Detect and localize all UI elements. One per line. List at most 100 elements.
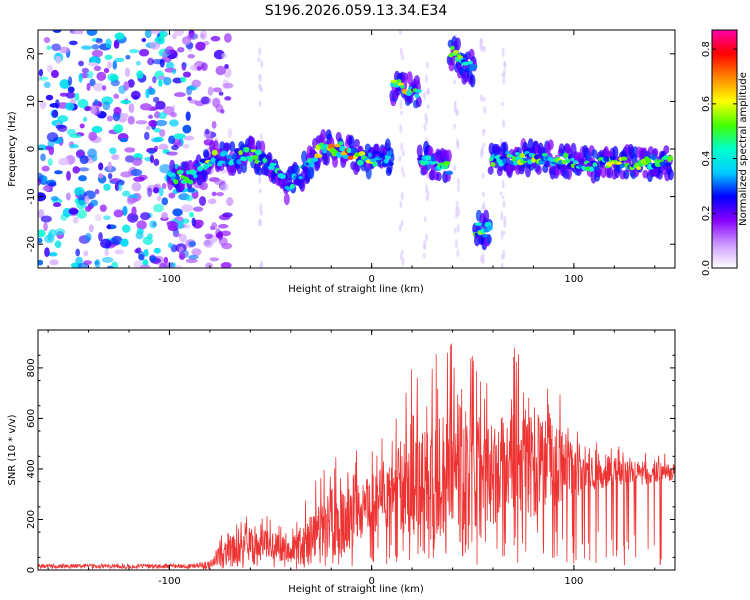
spectrogram-noise-blob [118,85,126,94]
spectrogram-noise-blob [114,32,125,40]
spectrogram-noise-blob [134,248,139,254]
spectrogram-streak [482,142,486,147]
spectrogram-streak [502,68,506,78]
spectrogram-signal-core [514,151,520,156]
spectrogram-noise-blob [209,225,216,231]
spectrogram-streak [423,216,427,222]
spectrogram-signal-core [541,152,548,157]
spectrogram-streak [426,87,430,95]
spectrogram-signal-core [197,165,204,172]
spectrogram-streak [258,83,262,90]
spectrogram-signal-core [519,152,525,158]
spectrogram-streak [425,233,429,242]
spectrogram-noise-blob [147,57,155,66]
spectrogram-streak [456,224,460,233]
spectrogram-noise-blob [207,198,217,205]
spectrogram-noise-blob [113,106,122,115]
spectrogram-noise-blob [223,67,232,78]
spectrogram-noise-blob [172,208,183,217]
spectrogram-noise-blob [72,166,80,174]
spectrogram-streak [499,191,503,196]
spectrogram-signal-halo [606,165,613,179]
spectrogram-streak [455,108,459,117]
spectrogram-noise-blob [68,208,79,215]
spectrogram-xlabel: Height of straight line (km) [288,284,424,295]
spectrogram-noise-blob [222,82,234,89]
spectrogram-noise-blob [38,69,44,77]
spectrogram-noise-blob [178,252,186,260]
spectrogram-noise-blob [104,248,109,257]
spectrogram-noise-blob [120,99,132,104]
spectrogram-signal-core [606,161,613,167]
spectrogram-noise-blob [104,54,113,60]
spectrogram-streak [424,112,428,122]
spectrogram-noise-blob [93,99,99,106]
spectrogram-streak [400,191,404,201]
spectrogram-noise-blob [145,88,150,99]
spectrogram-signal-halo [229,141,236,153]
spectrogram-noise-blob [50,196,59,201]
spectrogram-noise-blob [38,259,44,266]
spectrogram-streak [502,77,506,85]
spectrogram-signal-core [308,161,315,168]
spectrogram-signal-core [293,179,301,185]
spectrogram-noise-blob [51,109,59,118]
spectrogram-noise-blob [105,38,112,49]
spectrogram-signal-core [298,175,303,180]
spectrogram-noise-blob [67,86,75,93]
spectrogram-signal-core [231,154,237,160]
spectrogram-noise-blob [98,162,104,171]
spectrogram-noise-blob [205,262,213,268]
spectrogram-signal-core [247,156,254,163]
spectrogram-noise-blob [195,41,206,51]
spectrogram-streak [425,184,429,194]
spectrogram-noise-blob [122,205,128,216]
spectrogram-noise-blob [103,215,111,221]
spectrogram-noise-blob [165,61,175,70]
spectrogram-streak [425,61,429,69]
spectrogram-signal-core [358,151,366,157]
spectrogram-signal-core [469,63,478,70]
spectrogram-noise-blob [155,100,166,110]
spectrogram-noise-blob [155,119,168,127]
spectrogram-streak [257,56,261,63]
spectrogram-streak [500,211,504,222]
spectrogram-noise-blob [218,236,228,246]
spectrogram-noise-blob [121,224,131,233]
spectrogram-noise-blob [169,119,179,127]
spectrogram-streak [481,191,485,197]
spectrogram-noise-blob [85,232,92,242]
spectrogram-signal-halo [663,145,670,155]
spectrogram-signal-core [636,166,642,171]
spectrogram-noise-blob [209,257,220,262]
spectrogram-ytick-label: 20 [26,47,37,60]
spectrogram-noise-blob [91,44,100,50]
spectrogram-noise-blob [136,228,144,235]
spectrogram-signal-core [415,89,423,93]
spectrogram-noise-blob [83,250,89,257]
spectrogram-ytick-label: 0 [26,146,37,152]
spectrogram-signal-halo [332,156,339,168]
spectrogram-noise-blob [189,211,194,218]
spectrogram-signal-core [350,147,357,154]
spectrogram-signal-core [338,141,344,146]
spectrogram-noise-blob [90,199,99,207]
spectrogram-noise-blob [130,90,141,100]
spectrogram-signal-halo [623,169,630,180]
spectrogram-noise-blob [191,79,202,88]
spectrogram-noise-blob [69,133,82,139]
spectrogram-signal-core [430,155,436,162]
spectrogram-noise-blob [43,36,51,44]
spectrogram-streak [259,263,263,268]
spectrogram-signal-core [609,155,616,161]
spectrogram-noise-blob [124,147,136,153]
spectrogram-noise-blob [159,58,165,68]
spectrogram-noise-blob [46,45,52,51]
spectrogram-streak [399,47,403,57]
spectrogram-noise-blob [113,93,120,99]
spectrogram-noise-blob [215,65,226,76]
spectrogram-noise-blob [125,55,131,60]
spectrogram-noise-blob [150,30,161,35]
spectrogram-signal-core [490,161,496,167]
